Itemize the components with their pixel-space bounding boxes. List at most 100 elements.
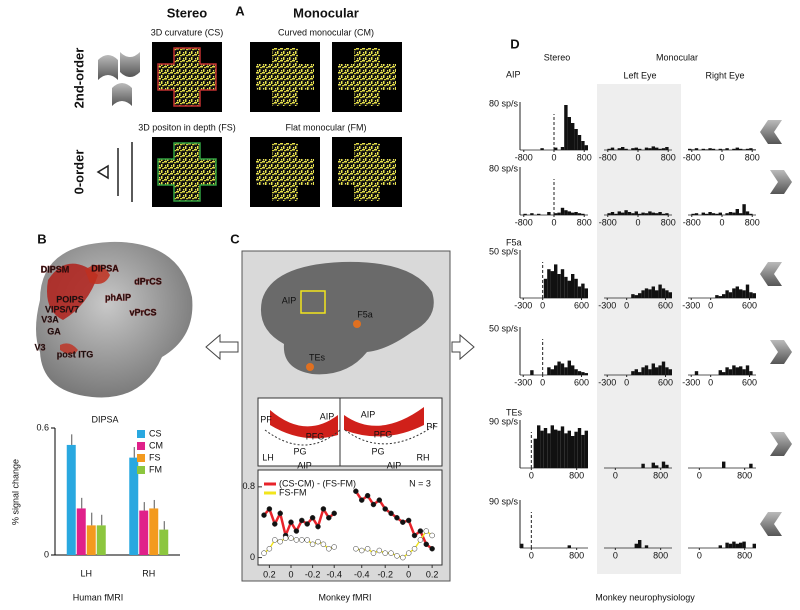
hist-bar [728, 212, 733, 215]
hist-bar [638, 372, 642, 375]
hist-bar [742, 369, 746, 375]
section-label: PF [260, 414, 272, 424]
data-point [331, 544, 337, 550]
x-tick-label: 800 [577, 152, 592, 162]
hist-bar [708, 212, 712, 215]
data-point [394, 515, 400, 521]
legend-label: FS [149, 452, 161, 462]
column-header: Monocular [293, 5, 359, 20]
area-label: AIP [506, 69, 521, 79]
x-tick-label: 800 [569, 550, 584, 560]
hist-bar [742, 290, 746, 298]
hist-bar [705, 149, 709, 150]
x-tick-label: 0 [708, 377, 713, 387]
legend-swatch [137, 430, 145, 438]
hist-bar [631, 148, 635, 150]
data-point [382, 506, 388, 512]
hist-bar [725, 367, 729, 375]
hist-bar [732, 148, 736, 150]
hist-bar [745, 148, 750, 150]
hist-bar [732, 541, 736, 548]
brain-label: F5a [357, 309, 373, 319]
panel-label: D [510, 36, 519, 51]
brain-label: DIPSA [91, 263, 119, 273]
hist-bar [651, 286, 655, 298]
x-tick-label: 600 [574, 300, 589, 310]
x-tick-label: 0.2 [426, 569, 439, 579]
hist-bar [648, 148, 652, 150]
hist-bar [641, 367, 645, 375]
hist-bar [624, 210, 628, 215]
caption: 3D curvature (CS) [151, 27, 224, 37]
data-point [358, 547, 365, 554]
hist-bar [631, 213, 635, 215]
section-label: RH [417, 452, 430, 462]
x-tick-label: 0.2 [263, 569, 276, 579]
x-tick-label: 0 [635, 217, 640, 227]
stimuli [152, 42, 402, 207]
section-label: PG [293, 446, 306, 456]
hist-bar [648, 289, 652, 298]
x-tick-label: -800 [599, 217, 617, 227]
hist-bar [523, 213, 527, 215]
hist-bar [557, 212, 561, 215]
data-point [405, 517, 412, 524]
x-tick-label: 800 [737, 550, 752, 560]
hist-bar [644, 545, 649, 548]
hist-bar [661, 148, 666, 150]
data-point [266, 545, 273, 552]
x-tick-label: 0 [551, 217, 556, 227]
hist-bar [749, 371, 753, 375]
hist-bar [718, 148, 722, 150]
hist-bar [752, 543, 756, 548]
legend-label: FM [149, 464, 162, 474]
data-point [429, 545, 435, 552]
x-tick-label: 0 [529, 470, 534, 480]
data-point [309, 541, 316, 548]
bar [66, 444, 76, 555]
column-header: Right Eye [705, 70, 744, 80]
hist-bar [661, 288, 666, 298]
panel-caption: Monkey neurophysiology [595, 592, 695, 602]
hist-bar [560, 426, 565, 468]
column-header: Left Eye [623, 70, 656, 80]
scale-label: 80 sp/s [489, 98, 519, 108]
hist-bar [574, 212, 578, 215]
hist-bar [661, 361, 666, 375]
subplot-label: AIP [387, 460, 402, 470]
arrow [205, 333, 239, 361]
hist-bar [725, 290, 729, 298]
hist-bar [691, 149, 695, 150]
hist-bar [567, 545, 571, 548]
hist-bar [560, 269, 565, 298]
brain-label: dPrCS [134, 276, 162, 286]
brain-label: TEs [309, 352, 326, 362]
x-tick-label: 600 [742, 377, 757, 387]
section-label: AIP [361, 409, 376, 419]
x-tick-label: 600 [742, 300, 757, 310]
data-point [423, 528, 430, 534]
hist-bar [638, 293, 642, 298]
x-tick-label: 800 [569, 470, 584, 480]
data-point [304, 537, 310, 543]
x-tick-label: 0 [406, 569, 411, 579]
hist-bar [554, 147, 558, 150]
x-tick-label: 800 [653, 550, 668, 560]
x-tick-label: 0 [697, 550, 702, 560]
hist-bar [584, 288, 588, 298]
bar [139, 510, 149, 555]
hist-bar [577, 286, 582, 298]
legend-label: CS [149, 428, 162, 438]
hist-bar [739, 289, 743, 298]
hist-bar [617, 148, 621, 150]
hist-bar [668, 369, 672, 375]
hist-bar [658, 148, 662, 150]
hist-bar [550, 369, 554, 375]
x-tick-label: 0 [540, 300, 545, 310]
hist-bar [739, 148, 743, 150]
hist-bar [567, 211, 571, 215]
hist-bar [644, 288, 649, 298]
caption: Flat monocular (FM) [285, 122, 366, 132]
x-tick-label: -300 [682, 377, 700, 387]
arrow [451, 333, 475, 361]
